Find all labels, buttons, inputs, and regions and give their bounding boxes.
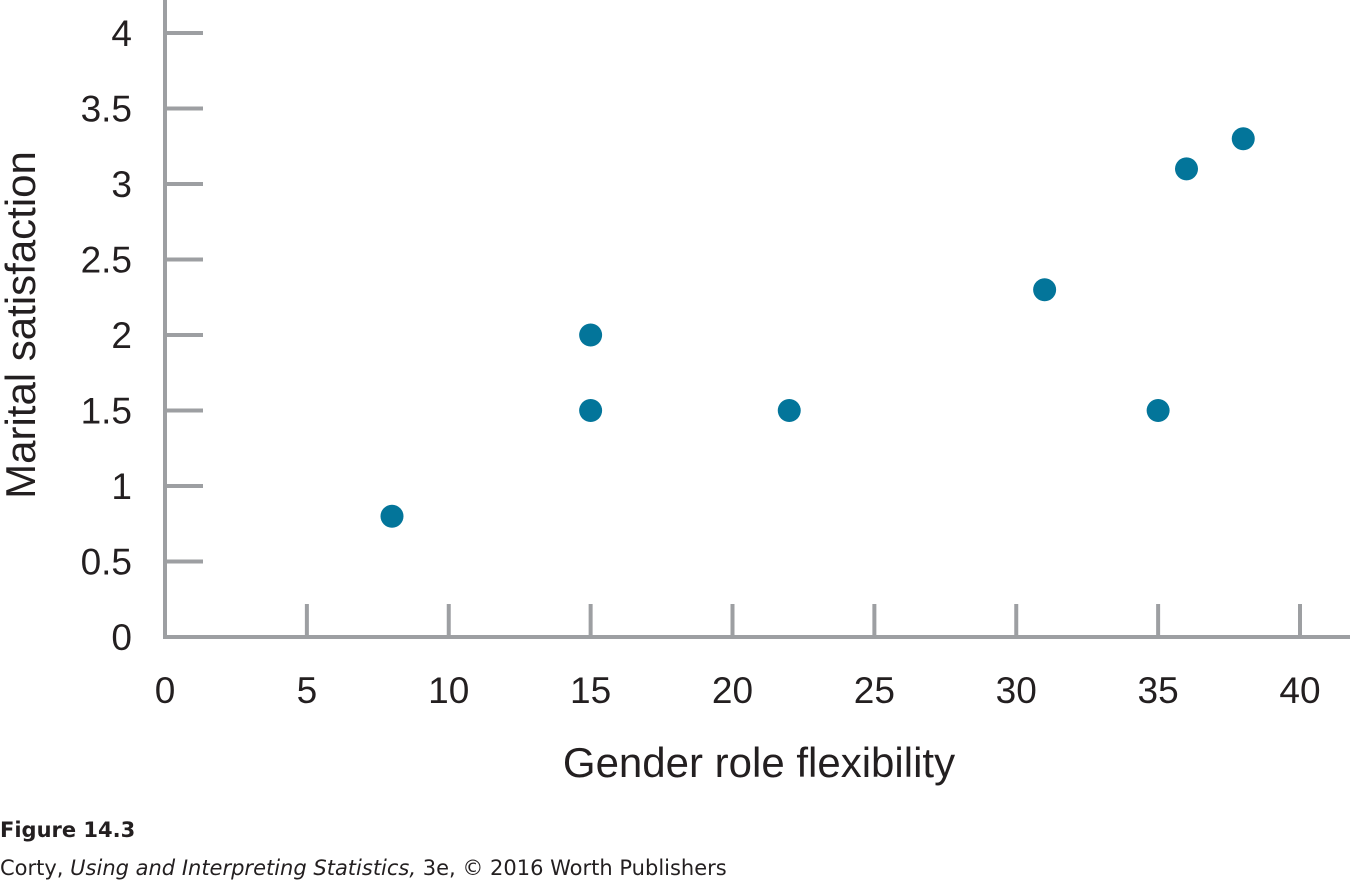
data-point-3 [579, 399, 603, 422]
data-point-1 [380, 504, 404, 528]
credit-rest: 3e, © 2016 Worth Publishers [416, 856, 727, 880]
data-point-6 [1146, 399, 1170, 422]
x-tick-label-20: 20 [712, 670, 753, 711]
x-tick-label-30: 30 [996, 670, 1037, 711]
y-tick-label-1: 1 [111, 466, 132, 507]
x-tick-label-5: 5 [297, 670, 318, 711]
y-tick-label-0: 0 [111, 617, 132, 658]
x-tick-label-0: 0 [155, 670, 176, 711]
x-tick-label-35: 35 [1138, 670, 1179, 711]
ticks: 0 5 10 15 20 25 30 35 40 0 0.5 1 1.5 2 2.5 3 3.5 4 [81, 13, 1321, 711]
data-points [380, 127, 1255, 528]
scatter-chart: 0 5 10 15 20 25 30 35 40 0 0.5 1 1.5 2 2.5 3 3.5 4 Gender… [0, 0, 1350, 786]
credit-title: Using and Interpreting Statistics, [70, 856, 417, 880]
x-axis-title: Gender role flexibility [563, 739, 955, 786]
data-point-7 [1175, 157, 1198, 181]
x-tick-label-40: 40 [1279, 670, 1320, 711]
y-tick-label-2.5: 2.5 [81, 240, 132, 281]
x-tick-label-10: 10 [428, 670, 469, 711]
x-tick-label-25: 25 [854, 670, 895, 711]
credit-author: Corty, [0, 856, 71, 880]
y-tick-label-0.5: 0.5 [81, 542, 132, 583]
data-point-5 [1033, 278, 1057, 302]
y-tick-label-4: 4 [111, 13, 132, 54]
x-tick-label-15: 15 [570, 670, 611, 711]
y-axis-title: Marital satisfaction [0, 151, 44, 499]
axes [163, 0, 1350, 639]
y-tick-label-3.5: 3.5 [81, 89, 132, 130]
y-tick-label-1.5: 1.5 [81, 391, 132, 432]
y-tick-label-3: 3 [111, 164, 132, 205]
data-point-4 [777, 399, 801, 422]
figure-credit: Corty, Using and Interpreting Statistics… [0, 856, 1350, 880]
y-tick-label-2: 2 [111, 315, 132, 356]
figure-label: Figure 14.3 [0, 818, 136, 842]
data-point-8 [1231, 127, 1255, 151]
data-point-2 [579, 323, 603, 347]
